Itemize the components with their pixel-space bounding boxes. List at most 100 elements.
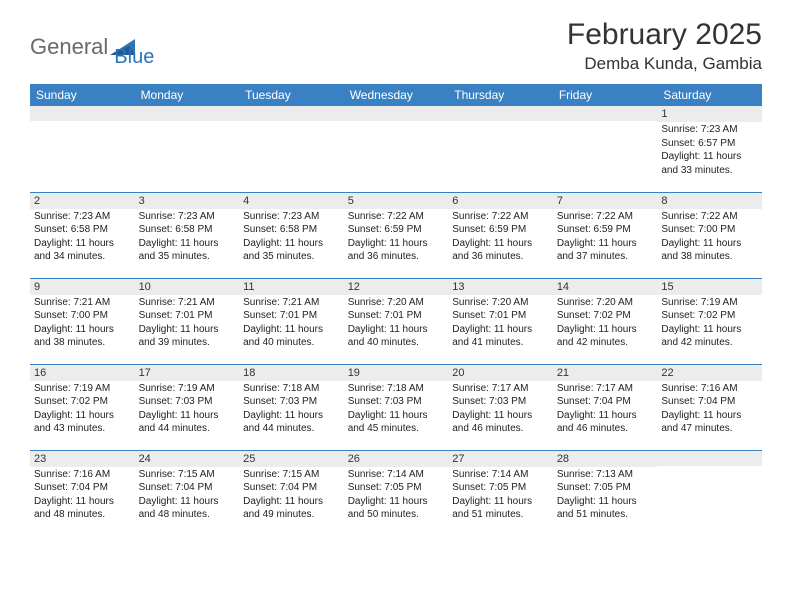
day-details: Sunrise: 7:22 AM Sunset: 6:59 PM Dayligh… — [448, 209, 553, 266]
logo-text-blue: Blue — [114, 46, 154, 69]
day-number: 4 — [239, 193, 344, 209]
calendar-day-cell: 14Sunrise: 7:20 AM Sunset: 7:02 PM Dayli… — [553, 278, 658, 364]
day-number: 8 — [657, 193, 762, 209]
day-details: Sunrise: 7:17 AM Sunset: 7:04 PM Dayligh… — [553, 381, 658, 438]
day-details — [30, 121, 135, 124]
calendar-day-cell: 15Sunrise: 7:19 AM Sunset: 7:02 PM Dayli… — [657, 278, 762, 364]
calendar-day-cell: 16Sunrise: 7:19 AM Sunset: 7:02 PM Dayli… — [30, 364, 135, 450]
calendar-day-cell: 5Sunrise: 7:22 AM Sunset: 6:59 PM Daylig… — [344, 192, 449, 278]
calendar-week-row: 23Sunrise: 7:16 AM Sunset: 7:04 PM Dayli… — [30, 450, 762, 536]
day-details: Sunrise: 7:19 AM Sunset: 7:02 PM Dayligh… — [657, 295, 762, 352]
day-number: 11 — [239, 279, 344, 295]
day-number: 14 — [553, 279, 658, 295]
calendar-week-row: 2Sunrise: 7:23 AM Sunset: 6:58 PM Daylig… — [30, 192, 762, 278]
calendar-day-cell: 18Sunrise: 7:18 AM Sunset: 7:03 PM Dayli… — [239, 364, 344, 450]
day-number — [553, 106, 658, 121]
day-number: 15 — [657, 279, 762, 295]
day-number — [30, 106, 135, 121]
calendar-day-cell: 27Sunrise: 7:14 AM Sunset: 7:05 PM Dayli… — [448, 450, 553, 536]
day-details: Sunrise: 7:22 AM Sunset: 7:00 PM Dayligh… — [657, 209, 762, 266]
day-number: 25 — [239, 451, 344, 467]
day-details: Sunrise: 7:20 AM Sunset: 7:02 PM Dayligh… — [553, 295, 658, 352]
day-number: 13 — [448, 279, 553, 295]
day-number: 26 — [344, 451, 449, 467]
day-number — [344, 106, 449, 121]
day-number: 5 — [344, 193, 449, 209]
calendar-day-cell: 1Sunrise: 7:23 AM Sunset: 6:57 PM Daylig… — [657, 106, 762, 192]
day-details: Sunrise: 7:22 AM Sunset: 6:59 PM Dayligh… — [344, 209, 449, 266]
day-details: Sunrise: 7:18 AM Sunset: 7:03 PM Dayligh… — [344, 381, 449, 438]
calendar-day-cell: 20Sunrise: 7:17 AM Sunset: 7:03 PM Dayli… — [448, 364, 553, 450]
day-number: 9 — [30, 279, 135, 295]
day-details: Sunrise: 7:17 AM Sunset: 7:03 PM Dayligh… — [448, 381, 553, 438]
day-details: Sunrise: 7:23 AM Sunset: 6:58 PM Dayligh… — [239, 209, 344, 266]
day-number: 20 — [448, 365, 553, 381]
day-number: 27 — [448, 451, 553, 467]
day-details — [135, 121, 240, 124]
calendar-day-cell: 4Sunrise: 7:23 AM Sunset: 6:58 PM Daylig… — [239, 192, 344, 278]
day-details: Sunrise: 7:19 AM Sunset: 7:02 PM Dayligh… — [30, 381, 135, 438]
day-details: Sunrise: 7:14 AM Sunset: 7:05 PM Dayligh… — [448, 467, 553, 524]
title-block: February 2025 Demba Kunda, Gambia — [567, 18, 762, 74]
day-details: Sunrise: 7:13 AM Sunset: 7:05 PM Dayligh… — [553, 467, 658, 524]
calendar-day-cell — [135, 106, 240, 192]
day-number: 7 — [553, 193, 658, 209]
day-details: Sunrise: 7:19 AM Sunset: 7:03 PM Dayligh… — [135, 381, 240, 438]
day-details — [553, 121, 658, 124]
calendar-day-cell: 8Sunrise: 7:22 AM Sunset: 7:00 PM Daylig… — [657, 192, 762, 278]
calendar-day-cell: 21Sunrise: 7:17 AM Sunset: 7:04 PM Dayli… — [553, 364, 658, 450]
day-number — [448, 106, 553, 121]
day-number: 21 — [553, 365, 658, 381]
day-number: 23 — [30, 451, 135, 467]
location-label: Demba Kunda, Gambia — [567, 54, 762, 74]
day-details: Sunrise: 7:16 AM Sunset: 7:04 PM Dayligh… — [30, 467, 135, 524]
calendar-day-cell: 6Sunrise: 7:22 AM Sunset: 6:59 PM Daylig… — [448, 192, 553, 278]
day-number: 22 — [657, 365, 762, 381]
day-details: Sunrise: 7:23 AM Sunset: 6:58 PM Dayligh… — [135, 209, 240, 266]
calendar-day-cell: 22Sunrise: 7:16 AM Sunset: 7:04 PM Dayli… — [657, 364, 762, 450]
calendar-day-cell: 23Sunrise: 7:16 AM Sunset: 7:04 PM Dayli… — [30, 450, 135, 536]
day-details: Sunrise: 7:21 AM Sunset: 7:01 PM Dayligh… — [135, 295, 240, 352]
calendar-head: Sunday Monday Tuesday Wednesday Thursday… — [30, 84, 762, 106]
day-details: Sunrise: 7:22 AM Sunset: 6:59 PM Dayligh… — [553, 209, 658, 266]
weekday-header: Wednesday — [344, 84, 449, 106]
day-number: 19 — [344, 365, 449, 381]
day-number: 28 — [553, 451, 658, 467]
weekday-row: Sunday Monday Tuesday Wednesday Thursday… — [30, 84, 762, 106]
day-details — [239, 121, 344, 124]
calendar-page: General Blue February 2025 Demba Kunda, … — [0, 0, 792, 536]
calendar-day-cell — [30, 106, 135, 192]
calendar-day-cell — [239, 106, 344, 192]
calendar-day-cell: 3Sunrise: 7:23 AM Sunset: 6:58 PM Daylig… — [135, 192, 240, 278]
calendar-day-cell: 2Sunrise: 7:23 AM Sunset: 6:58 PM Daylig… — [30, 192, 135, 278]
day-details: Sunrise: 7:23 AM Sunset: 6:57 PM Dayligh… — [657, 122, 762, 179]
calendar-day-cell: 17Sunrise: 7:19 AM Sunset: 7:03 PM Dayli… — [135, 364, 240, 450]
weekday-header: Monday — [135, 84, 240, 106]
weekday-header: Sunday — [30, 84, 135, 106]
weekday-header: Tuesday — [239, 84, 344, 106]
day-details — [344, 121, 449, 124]
day-number: 17 — [135, 365, 240, 381]
day-details: Sunrise: 7:20 AM Sunset: 7:01 PM Dayligh… — [448, 295, 553, 352]
weekday-header: Thursday — [448, 84, 553, 106]
calendar-table: Sunday Monday Tuesday Wednesday Thursday… — [30, 84, 762, 536]
calendar-day-cell: 7Sunrise: 7:22 AM Sunset: 6:59 PM Daylig… — [553, 192, 658, 278]
day-number: 24 — [135, 451, 240, 467]
calendar-day-cell: 11Sunrise: 7:21 AM Sunset: 7:01 PM Dayli… — [239, 278, 344, 364]
calendar-week-row: 16Sunrise: 7:19 AM Sunset: 7:02 PM Dayli… — [30, 364, 762, 450]
day-number: 6 — [448, 193, 553, 209]
calendar-day-cell: 25Sunrise: 7:15 AM Sunset: 7:04 PM Dayli… — [239, 450, 344, 536]
day-number — [657, 451, 762, 466]
brand-logo: General Blue — [30, 18, 154, 69]
day-details: Sunrise: 7:14 AM Sunset: 7:05 PM Dayligh… — [344, 467, 449, 524]
calendar-day-cell — [553, 106, 658, 192]
calendar-day-cell: 9Sunrise: 7:21 AM Sunset: 7:00 PM Daylig… — [30, 278, 135, 364]
day-details: Sunrise: 7:16 AM Sunset: 7:04 PM Dayligh… — [657, 381, 762, 438]
day-details — [448, 121, 553, 124]
day-number: 10 — [135, 279, 240, 295]
day-number — [239, 106, 344, 121]
calendar-day-cell — [657, 450, 762, 536]
day-details: Sunrise: 7:15 AM Sunset: 7:04 PM Dayligh… — [239, 467, 344, 524]
calendar-day-cell: 28Sunrise: 7:13 AM Sunset: 7:05 PM Dayli… — [553, 450, 658, 536]
day-number: 2 — [30, 193, 135, 209]
